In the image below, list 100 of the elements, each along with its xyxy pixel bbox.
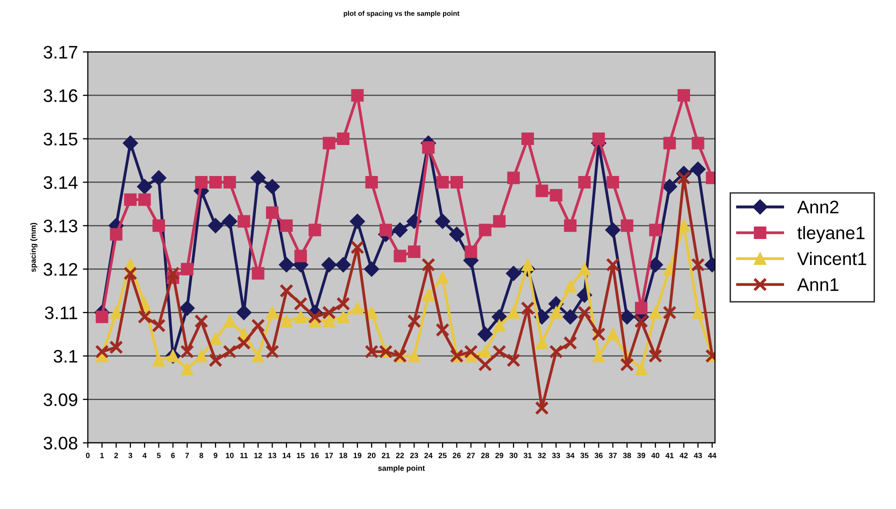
point	[208, 353, 222, 368]
point	[450, 176, 463, 188]
point	[152, 318, 166, 332]
y-tick-label: 3.14	[44, 176, 78, 189]
point	[209, 332, 222, 345]
point	[180, 262, 194, 276]
point	[336, 132, 350, 146]
point	[534, 401, 549, 416]
point	[493, 215, 506, 228]
point	[238, 215, 250, 228]
y-tick-label: 3.12	[44, 263, 78, 276]
point	[662, 178, 678, 194]
point	[493, 319, 506, 332]
point	[648, 257, 663, 272]
point	[266, 306, 279, 319]
point	[536, 336, 548, 350]
point	[138, 193, 151, 206]
point	[152, 354, 166, 367]
point	[564, 280, 577, 293]
point	[180, 362, 194, 376]
point	[280, 284, 294, 298]
point	[194, 314, 208, 328]
point	[321, 257, 337, 272]
point	[550, 306, 562, 319]
point	[436, 322, 450, 337]
point	[137, 178, 152, 194]
point	[252, 350, 264, 362]
point	[180, 300, 195, 316]
point	[336, 296, 350, 311]
point	[620, 219, 634, 232]
y-tick-label: 3.09	[44, 393, 78, 406]
point	[250, 170, 266, 186]
point	[180, 344, 194, 359]
point	[195, 350, 208, 362]
point	[280, 314, 293, 328]
point	[506, 266, 522, 282]
point	[592, 327, 606, 342]
point	[507, 172, 520, 184]
point	[223, 314, 236, 328]
point	[208, 218, 224, 234]
point	[336, 257, 351, 272]
point	[122, 136, 138, 151]
point	[678, 89, 690, 102]
point	[692, 306, 704, 319]
point	[95, 344, 109, 359]
point	[308, 224, 322, 236]
legend-label: Vincent1	[797, 252, 866, 266]
point	[236, 336, 251, 350]
point	[294, 296, 308, 311]
y-tick-label: 3.16	[44, 89, 78, 102]
point	[492, 344, 506, 359]
point	[563, 336, 578, 350]
point	[605, 222, 620, 238]
point	[124, 193, 137, 206]
point	[138, 310, 152, 324]
point	[394, 250, 406, 262]
point	[380, 224, 392, 236]
point	[449, 226, 464, 242]
point	[690, 162, 706, 177]
point	[350, 240, 364, 254]
point	[421, 258, 436, 272]
point	[649, 224, 662, 236]
point	[364, 262, 380, 277]
point	[521, 258, 534, 271]
point	[606, 328, 620, 340]
point	[195, 176, 208, 188]
point	[521, 132, 534, 146]
point	[96, 310, 108, 324]
point	[264, 178, 280, 194]
point	[549, 344, 564, 359]
point	[266, 206, 279, 219]
point	[634, 362, 648, 376]
point	[294, 250, 307, 262]
point	[278, 257, 294, 272]
point	[478, 326, 493, 342]
point	[322, 314, 336, 328]
point	[222, 344, 237, 359]
point	[634, 302, 648, 314]
point	[620, 358, 634, 372]
legend-label: tleyane1	[797, 226, 864, 243]
point	[365, 176, 378, 188]
point	[436, 176, 449, 188]
point	[265, 344, 280, 359]
point	[222, 214, 238, 229]
point	[110, 306, 122, 319]
point	[280, 219, 293, 232]
y-tick-label: 3.17	[44, 46, 78, 59]
point	[308, 310, 322, 324]
point	[392, 222, 408, 238]
y-tick-label: 3.15	[44, 132, 78, 146]
point	[252, 267, 264, 280]
point	[123, 266, 138, 280]
point	[464, 245, 478, 258]
point	[152, 219, 166, 232]
point	[365, 306, 378, 319]
point	[676, 170, 691, 185]
point	[692, 136, 704, 150]
point	[506, 353, 520, 368]
point	[619, 309, 635, 324]
legend-label: Ann1	[797, 278, 838, 291]
